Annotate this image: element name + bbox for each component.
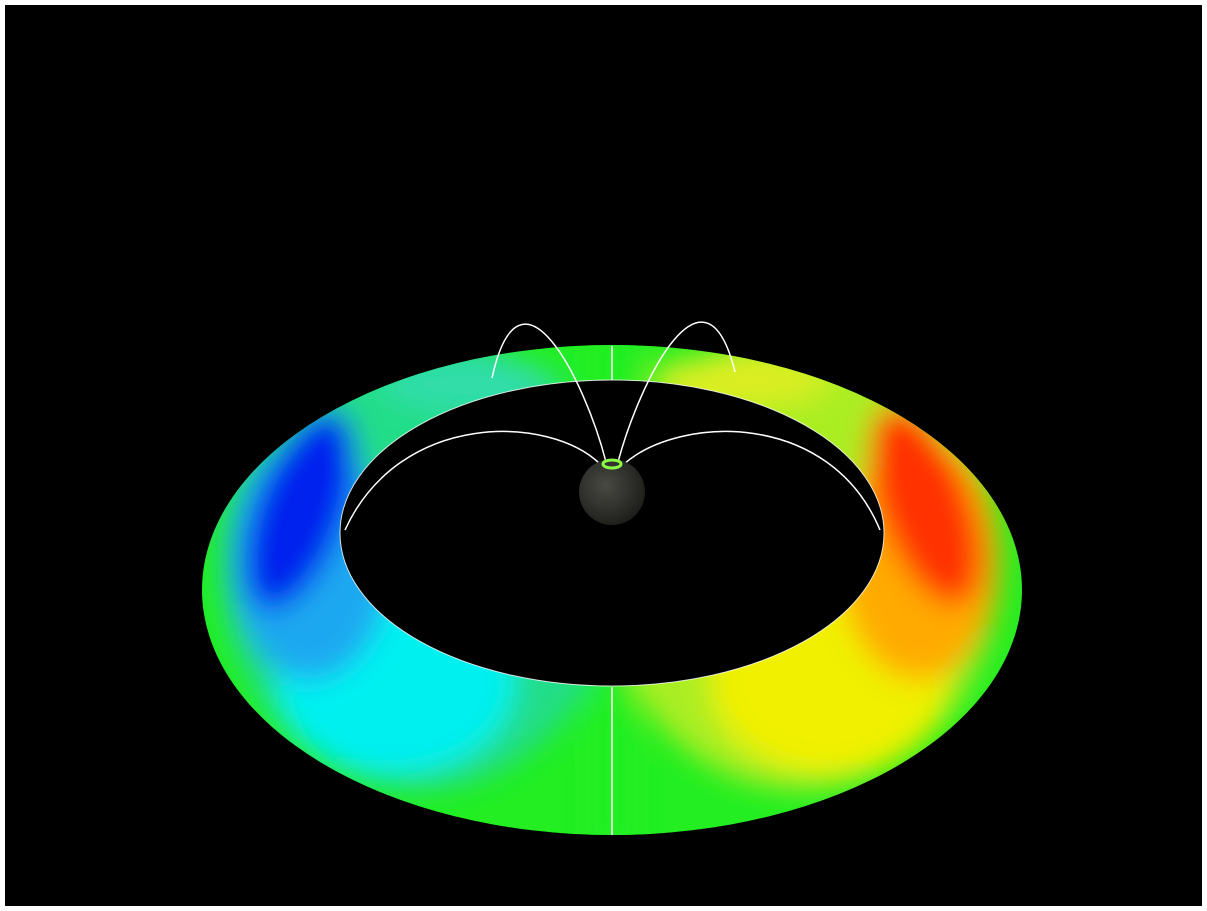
page (0, 0, 1207, 911)
visualization (0, 0, 1207, 911)
